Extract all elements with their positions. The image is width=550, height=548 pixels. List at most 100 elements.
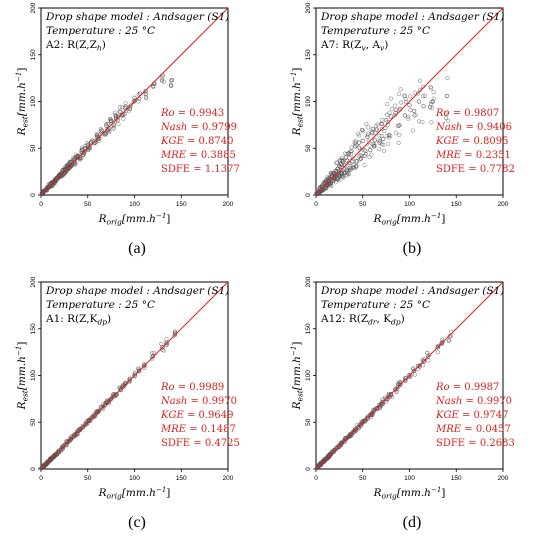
- data-point: [41, 463, 46, 468]
- data-point: [160, 74, 165, 79]
- data-point: [72, 159, 77, 165]
- y-tick-label: 150: [305, 323, 312, 334]
- data-point: [334, 160, 339, 165]
- data-point: [360, 147, 365, 152]
- data-point: [407, 103, 412, 108]
- data-point: [169, 84, 174, 89]
- data-point: [122, 112, 127, 117]
- data-point: [109, 118, 114, 123]
- data-point: [339, 158, 344, 163]
- data-point: [352, 139, 357, 144]
- x-axis-label: Rorig[mm.h−1]: [373, 486, 446, 501]
- data-point: [354, 142, 359, 147]
- data-point: [397, 132, 402, 137]
- data-point: [356, 131, 361, 136]
- data-point: [92, 414, 97, 419]
- data-point: [416, 99, 421, 104]
- scatter-points: [39, 73, 174, 197]
- data-point: [127, 379, 132, 384]
- data-point: [412, 113, 417, 118]
- data-point: [357, 154, 362, 159]
- data-point: [117, 105, 122, 110]
- data-point: [380, 122, 385, 127]
- y-tick-label: 150: [305, 49, 312, 60]
- y-tick-label: 100: [305, 370, 312, 381]
- data-point: [149, 351, 154, 356]
- y-tick-label: 100: [305, 96, 312, 107]
- y-axis-label: Rest[mm.h−1]: [290, 68, 305, 137]
- panel-caption: (a): [128, 240, 146, 257]
- data-point: [368, 148, 373, 153]
- data-point: [357, 146, 362, 151]
- y-axis-label: Rest[mm.h−1]: [15, 68, 30, 137]
- data-point: [137, 369, 142, 374]
- x-tick-label: 200: [223, 201, 234, 208]
- stats-block: Ro = 0.9943 Nash = 0.9799 KGE = 0.8740 MRE …: [160, 108, 240, 175]
- data-point: [417, 119, 422, 124]
- data-point: [169, 77, 174, 83]
- data-point: [127, 104, 132, 109]
- stat-ro: Ro = 0.9987: [435, 382, 499, 393]
- data-point: [393, 107, 398, 112]
- data-point: [132, 373, 137, 378]
- data-point: [131, 99, 137, 104]
- data-point: [336, 174, 342, 179]
- data-point: [372, 137, 377, 142]
- data-point: [367, 143, 372, 148]
- y-tick-label: 50: [30, 144, 37, 152]
- data-point: [367, 155, 372, 160]
- panel-caption: (c): [128, 514, 146, 531]
- data-point: [377, 402, 382, 407]
- stat-kge: KGE = 0.9747: [435, 410, 509, 421]
- stat-ro: Ro = 0.9989: [160, 382, 224, 393]
- data-point: [402, 113, 407, 118]
- data-point: [408, 94, 413, 99]
- y-tick-label: 200: [30, 2, 37, 13]
- data-point: [354, 159, 359, 164]
- data-point: [344, 158, 349, 163]
- model-label: Drop shape model : Andsager (S1): [45, 285, 229, 297]
- relation-label: A7: R(Zv, Av): [320, 39, 388, 53]
- data-point: [446, 338, 451, 344]
- y-tick-label: 0: [30, 467, 37, 471]
- data-point: [349, 145, 354, 150]
- y-tick-label: 100: [30, 370, 37, 381]
- stat-sdfe: SDFE = 0.2683: [436, 438, 515, 449]
- relation-label: A2: R(Z,Zh): [45, 39, 106, 53]
- data-point: [96, 408, 102, 413]
- data-point: [108, 118, 113, 123]
- x-tick-label: 0: [314, 475, 318, 482]
- data-point: [136, 368, 141, 373]
- data-point: [398, 382, 403, 387]
- data-point: [67, 159, 72, 164]
- data-point: [387, 110, 392, 115]
- data-point: [388, 133, 393, 138]
- scatter-plot-a: 0 50 100 150 200 0 50 100 150 200 Drop shape model…: [15, 2, 240, 226]
- stat-sdfe: SDFE = 1.1377: [161, 164, 240, 175]
- data-point: [109, 396, 114, 401]
- data-point: [143, 91, 148, 97]
- data-point: [443, 110, 448, 115]
- data-point: [348, 152, 353, 157]
- data-point: [417, 362, 423, 367]
- x-tick-label: 50: [84, 475, 92, 482]
- stat-sdfe: SDFE = 0.7782: [436, 164, 515, 175]
- data-point: [351, 156, 356, 161]
- data-point: [408, 108, 413, 113]
- data-point: [160, 79, 165, 84]
- model-label: Drop shape model : Andsager (S1): [45, 11, 229, 23]
- data-point: [398, 87, 403, 92]
- data-point: [341, 175, 346, 180]
- data-point: [446, 118, 451, 123]
- temperature-label: Temperature : 25 °C: [46, 25, 155, 37]
- data-point: [61, 443, 67, 448]
- data-point: [372, 143, 378, 148]
- y-tick-label: 0: [305, 193, 312, 197]
- stat-ro: Ro = 0.9807: [435, 108, 499, 119]
- data-point: [363, 149, 368, 154]
- data-point: [382, 129, 387, 134]
- data-point: [440, 339, 445, 344]
- data-point: [410, 128, 415, 133]
- data-point: [415, 91, 421, 96]
- scatter-points: [38, 329, 178, 471]
